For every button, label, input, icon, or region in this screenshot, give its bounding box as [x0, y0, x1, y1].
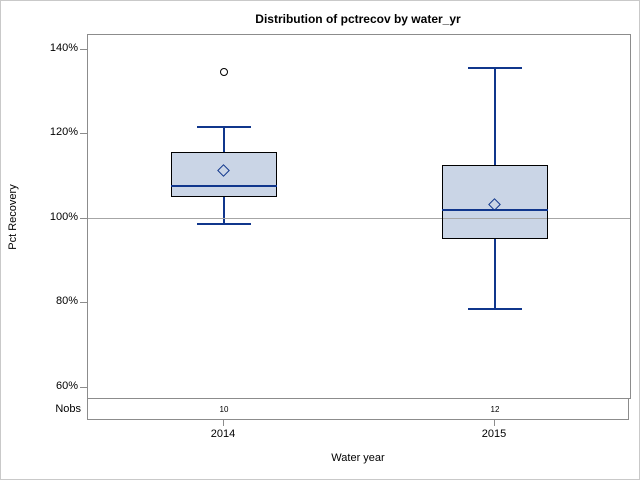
- whisker-lower-cap: [468, 308, 522, 310]
- reference-line: [88, 218, 630, 219]
- box-fill: [171, 152, 277, 197]
- y-tick-mark: [80, 133, 87, 134]
- box-border: [171, 152, 277, 197]
- x-axis-title: Water year: [331, 452, 385, 464]
- whisker-lower-line: [223, 197, 225, 224]
- whisker-upper-line: [494, 68, 496, 165]
- whisker-lower-line: [494, 239, 496, 309]
- x-category-label: 2014: [210, 428, 236, 440]
- plot-area: 140% 120% 100% 80% 60%: [50, 34, 631, 399]
- outlier-marker: [220, 68, 228, 76]
- x-category-label: 2015: [481, 428, 507, 440]
- y-tick-mark: [80, 49, 87, 50]
- whisker-upper-cap: [197, 126, 251, 128]
- x-axis: 2014 2015: [87, 420, 629, 448]
- nobs-value: 12: [490, 405, 500, 414]
- x-tick-mark: [494, 420, 495, 426]
- y-tick-label: 100%: [49, 211, 78, 223]
- y-tick-label: 80%: [55, 295, 78, 307]
- chart-title: Distribution of pctrecov by water_yr: [255, 12, 461, 26]
- whisker-upper-line: [223, 127, 225, 152]
- y-tick-mark: [80, 302, 87, 303]
- y-tick-mark: [80, 387, 87, 388]
- y-tick-label: 120%: [49, 126, 78, 138]
- y-tick-label: 60%: [55, 380, 78, 392]
- median-line: [171, 185, 277, 187]
- box-border: [442, 165, 548, 239]
- nobs-label: Nobs: [55, 403, 81, 415]
- median-line: [442, 209, 548, 211]
- y-tick-mark: [80, 218, 87, 219]
- box-fill: [442, 165, 548, 239]
- x-tick-mark: [223, 420, 224, 426]
- nobs-value: 10: [219, 405, 229, 414]
- y-axis-title: Pct Recovery: [7, 184, 19, 250]
- y-tick-label: 140%: [49, 42, 78, 54]
- whisker-upper-cap: [468, 67, 522, 69]
- whisker-lower-cap: [197, 223, 251, 225]
- nobs-band: 10 12: [87, 399, 629, 420]
